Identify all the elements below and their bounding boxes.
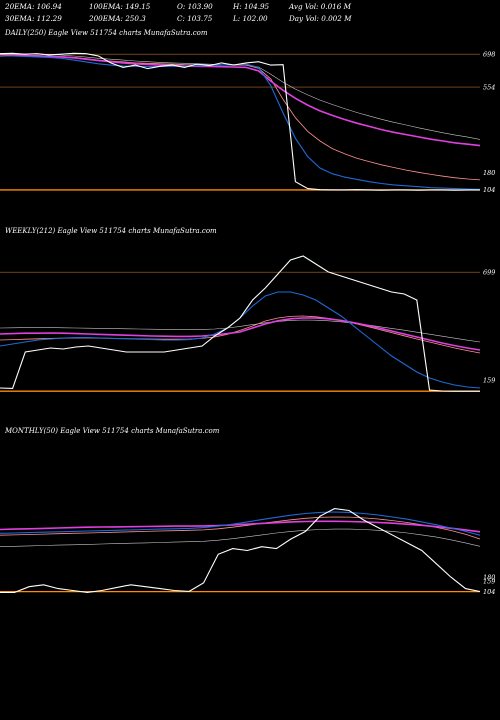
monthly-ema_mid-line bbox=[0, 516, 481, 540]
monthly-tick-180: 180 bbox=[483, 573, 495, 581]
stat-20ema: 20EMA: 106.94 bbox=[5, 2, 62, 11]
monthly-price-line bbox=[0, 508, 481, 593]
stat-100ema: 100EMA: 149.15 bbox=[89, 2, 151, 11]
daily-tick-104: 104 bbox=[483, 186, 495, 194]
daily-ema_short-line bbox=[0, 55, 481, 190]
stat-low: L: 102.00 bbox=[233, 14, 268, 23]
daily-ema_mid-line bbox=[0, 54, 481, 181]
stat-200ema: 200EMA: 250.3 bbox=[89, 14, 146, 23]
stat-avg-vol: Avg Vol: 0.016 M bbox=[289, 2, 351, 11]
daily-tick-698: 698 bbox=[483, 50, 495, 58]
weekly-tick-699: 699 bbox=[483, 269, 495, 277]
stat-open: O: 103.90 bbox=[177, 2, 213, 11]
weekly-ema_long-line bbox=[0, 317, 481, 351]
stat-close: C: 103.75 bbox=[177, 14, 213, 23]
weekly-panel-label: WEEKLY(212) Eagle View 511754 charts Mun… bbox=[5, 227, 217, 235]
daily-price-line bbox=[0, 52, 480, 191]
weekly-ema_slow-line bbox=[0, 319, 481, 343]
stat-day-vol: Day Vol: 0.002 M bbox=[289, 14, 352, 23]
monthly-ema_long-line bbox=[0, 520, 481, 533]
weekly-price-line bbox=[0, 255, 480, 392]
daily-ema_long-line bbox=[0, 54, 481, 147]
weekly-ema_short-line bbox=[0, 291, 481, 389]
monthly-tick-104: 104 bbox=[483, 588, 495, 596]
monthly-ema_short-line bbox=[0, 511, 481, 536]
weekly-tick-159: 159 bbox=[483, 377, 495, 385]
daily-tick-180: 180 bbox=[483, 169, 495, 177]
stat-30ema: 30EMA: 112.29 bbox=[5, 14, 62, 23]
monthly-tick-159: 159 bbox=[483, 577, 495, 585]
stat-high: H: 104.95 bbox=[233, 2, 270, 11]
daily-tick-554: 554 bbox=[483, 83, 495, 91]
monthly-ema_slow-line bbox=[0, 528, 481, 547]
daily-panel-label: DAILY(250) Eagle View 511754 charts Muna… bbox=[5, 29, 208, 37]
monthly-panel-label: MONTHLY(50) Eagle View 511754 charts Mun… bbox=[5, 427, 220, 435]
